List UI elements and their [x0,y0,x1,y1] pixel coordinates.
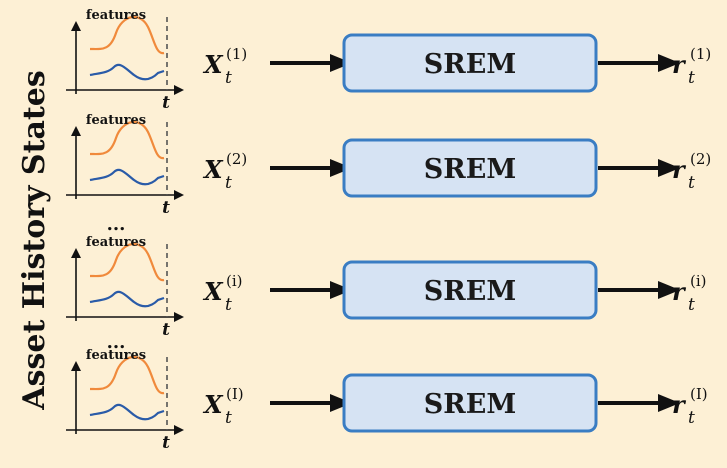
srem-module-box [342,33,598,93]
asset-history-states-label: Asset History States [17,70,52,410]
time-label: t [162,93,170,113]
features-label: features [86,8,146,23]
srem-module-box [342,138,598,198]
output-symbol-main: r [672,50,687,79]
output-symbol-I-total: r t (I) [672,385,708,428]
features-label: features [86,235,146,250]
features-label: features [86,348,146,363]
input-symbol-sub: t [225,408,232,428]
srem-module-label: SREM [424,49,516,80]
output-symbol-sup: (2) [690,150,711,168]
input-symbol-sub: t [225,173,232,193]
input-symbol-sup: (I) [226,385,244,403]
time-label: t [162,320,170,340]
feature-plot-2: features t [66,113,184,218]
srem-module-box [342,373,598,433]
output-symbol-1: r t (1) [672,45,711,88]
input-symbol-sup: (2) [226,150,247,168]
feature-plot-1: features t [66,8,184,113]
output-symbol-2: r t (2) [672,150,711,193]
orange-feature-curve [89,356,165,395]
blue-feature-curve [89,168,165,186]
srem-module-label: SREM [424,389,516,420]
blue-feature-curve [89,290,165,308]
output-symbol-sub: t [688,408,695,428]
output-symbol-sup: (i) [690,272,707,290]
time-label: t [162,433,170,453]
srem-module-label: SREM [424,276,516,307]
blue-feature-curve [89,403,165,421]
output-symbol-main: r [672,155,687,184]
output-symbol-main: r [672,277,687,306]
output-symbol-i: r t (i) [672,272,707,315]
time-label: t [162,198,170,218]
input-symbol-main: X [202,50,224,79]
input-symbol-sup: (1) [226,45,247,63]
output-symbol-sup: (1) [690,45,711,63]
blue-feature-curve [89,63,165,81]
output-symbol-sub: t [688,173,695,193]
input-symbol-main: X [202,390,224,419]
input-symbol-sup: (i) [226,272,243,290]
output-symbol-sup: (I) [690,385,708,403]
ellipsis-1: ... [107,214,126,235]
feature-plot-i: features t [66,235,184,340]
features-label: features [86,113,146,128]
input-symbol-sub: t [225,68,232,88]
orange-feature-curve [89,121,165,160]
ellipsis-2: ... [107,332,126,353]
orange-feature-curve [89,243,165,282]
input-symbol-sub: t [225,295,232,315]
srem-module-box [342,260,598,320]
orange-feature-curve [89,16,165,55]
input-symbol-main: X [202,277,224,306]
srem-module-label: SREM [424,154,516,185]
input-symbol-main: X [202,155,224,184]
output-symbol-sub: t [688,295,695,315]
feature-plot-I-total: features t [66,348,184,453]
output-symbol-main: r [672,390,687,419]
output-symbol-sub: t [688,68,695,88]
